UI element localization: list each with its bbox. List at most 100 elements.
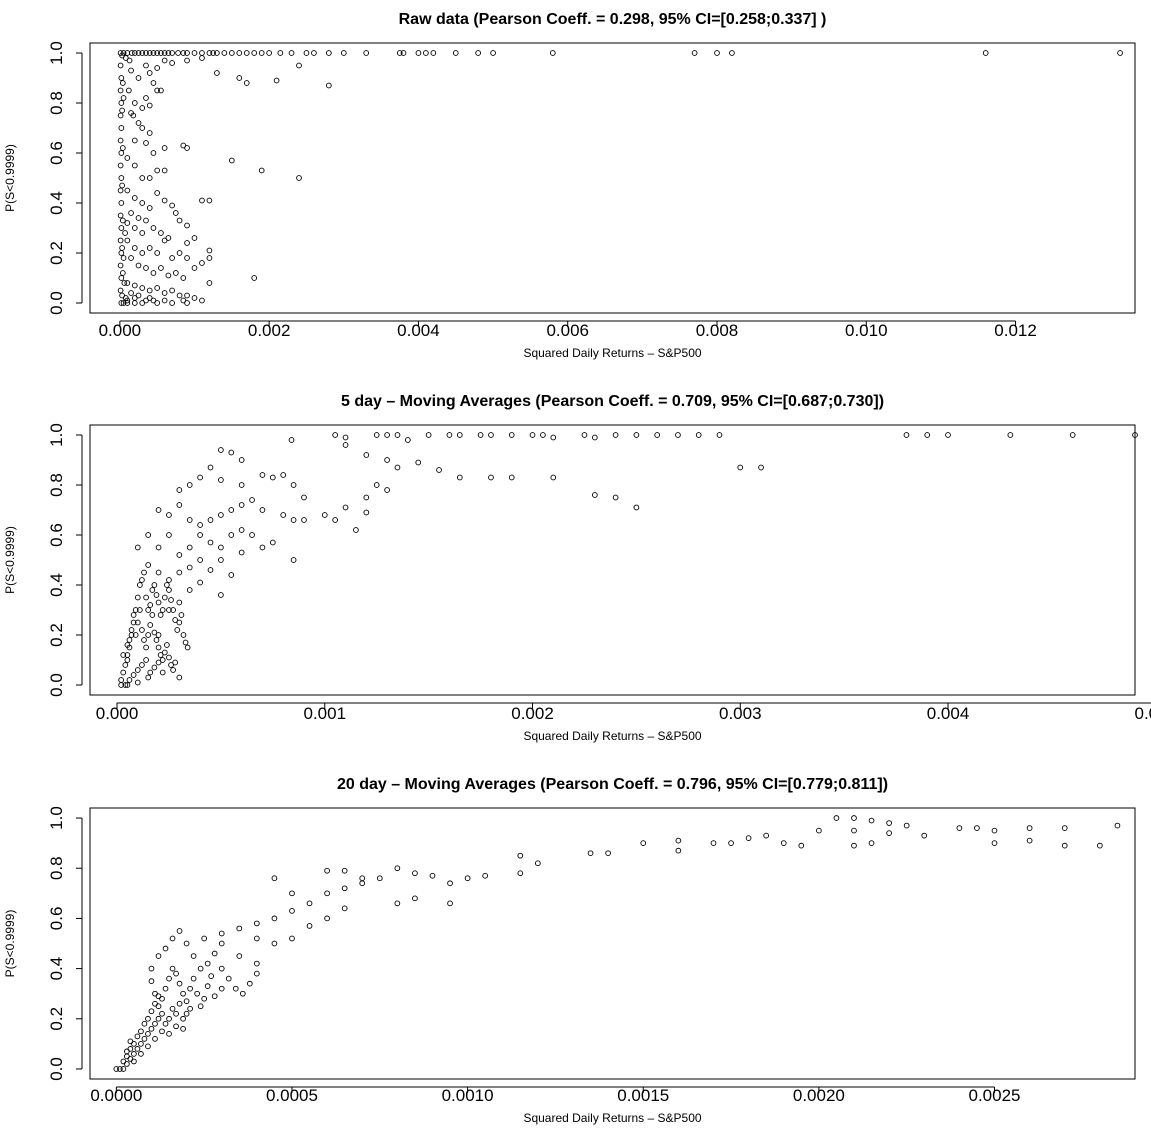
data-point [143, 50, 149, 56]
data-point [150, 270, 157, 276]
data-point [161, 297, 168, 304]
data-point [139, 50, 146, 56]
data-point [184, 57, 190, 64]
data-point [145, 607, 152, 613]
data-point [363, 509, 370, 516]
data-point [164, 642, 170, 648]
data-point [170, 607, 176, 613]
data-point [183, 940, 190, 947]
data-point [714, 50, 720, 56]
data-point [363, 452, 370, 458]
data-point [145, 632, 152, 638]
data-point [145, 532, 152, 538]
data-point [176, 217, 183, 224]
data-point [251, 275, 258, 281]
data-point [173, 1023, 179, 1030]
data-point [120, 50, 127, 56]
data-point [166, 975, 172, 982]
data-point [134, 1046, 141, 1052]
data-point [675, 847, 682, 854]
data-point [206, 247, 213, 254]
data-point [121, 280, 128, 286]
data-point [150, 50, 157, 56]
data-point [208, 973, 215, 979]
data-point [201, 995, 208, 1002]
data-point [117, 237, 124, 244]
data-point [529, 432, 536, 438]
data-point [271, 875, 278, 882]
data-point [239, 990, 246, 997]
data-point [131, 282, 138, 289]
data-point [251, 50, 258, 56]
data-point [184, 145, 190, 151]
data-point [169, 50, 175, 56]
data-point [159, 1028, 165, 1035]
data-point [176, 502, 183, 508]
data-point [207, 567, 214, 573]
data-point [290, 517, 297, 523]
data-point [176, 250, 183, 256]
data-point [412, 870, 418, 877]
data-point [1097, 842, 1103, 849]
data-point [301, 494, 307, 501]
data-point [178, 612, 185, 618]
data-point [253, 960, 260, 967]
data-point [135, 50, 142, 56]
y-tick-label: 0.2 [47, 241, 66, 265]
data-point [122, 682, 129, 688]
data-point [654, 432, 661, 438]
data-point [199, 297, 205, 304]
data-point [851, 815, 857, 821]
y-tick-label: 1.0 [47, 423, 66, 447]
data-point [139, 105, 146, 111]
y-tick-label: 0.0 [47, 291, 66, 315]
y-axis-label: P(S<0.9999) [3, 144, 17, 212]
data-point [259, 507, 266, 513]
data-point [197, 532, 203, 538]
data-point [173, 1010, 179, 1017]
data-point [332, 517, 338, 523]
y-tick-label: 0.8 [47, 856, 66, 880]
data-point [174, 627, 181, 633]
data-point [173, 970, 179, 977]
data-point [204, 983, 211, 990]
data-point [161, 145, 168, 151]
data-point [186, 544, 193, 551]
data-point [148, 978, 155, 984]
data-point [122, 230, 128, 236]
data-point [180, 990, 186, 997]
data-point [218, 930, 225, 937]
data-point [143, 265, 149, 271]
data-point [166, 532, 172, 538]
data-point [122, 295, 129, 301]
data-point [164, 582, 170, 588]
data-point [517, 870, 524, 877]
chart-title: 20 day – Moving Averages (Pearson Coeff.… [337, 776, 888, 793]
data-point [119, 270, 126, 276]
x-tick-label: 0.0025 [968, 1086, 1020, 1105]
data-point [169, 255, 175, 261]
data-point [798, 842, 805, 849]
data-point [341, 867, 348, 874]
data-point [581, 432, 588, 438]
data-point [154, 285, 161, 291]
data-point [868, 840, 875, 846]
data-point [363, 494, 370, 501]
data-point [488, 474, 494, 481]
data-point [221, 50, 228, 56]
data-point [134, 1033, 141, 1040]
data-point [176, 599, 183, 606]
data-point [475, 50, 481, 56]
data-point [135, 292, 142, 299]
data-point [152, 1036, 158, 1042]
data-point [280, 472, 287, 478]
data-point [161, 237, 168, 244]
data-point [238, 502, 245, 508]
x-tick-label: 0.004 [927, 704, 970, 723]
data-point [161, 594, 168, 601]
data-point [246, 980, 253, 987]
data-point [296, 175, 302, 181]
data-point [210, 50, 217, 56]
data-point [130, 672, 137, 678]
x-tick-label: 0.012 [994, 321, 1037, 340]
